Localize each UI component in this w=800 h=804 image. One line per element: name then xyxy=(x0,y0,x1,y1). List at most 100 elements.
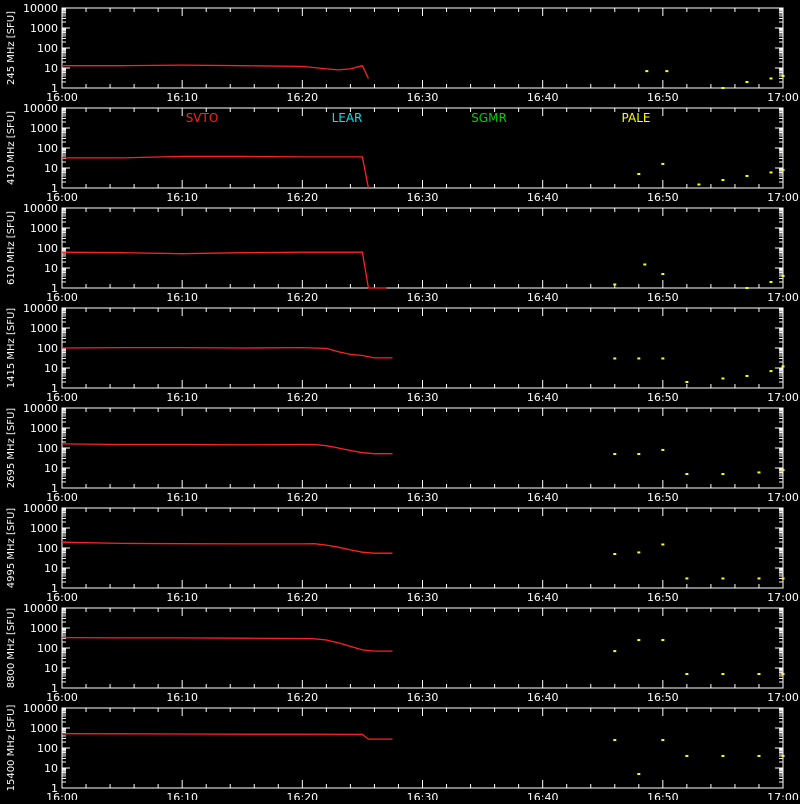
y-axis-label: 15400 MHz [SFU] xyxy=(6,705,17,792)
x-tick-label: 16:20 xyxy=(286,191,318,204)
x-tick-label: 16:30 xyxy=(407,91,439,104)
x-tick-label: 16:00 xyxy=(46,591,78,604)
panel-5: 1 10 100 1000 10000 16:00 16:10 16:20 16:30 16:40… xyxy=(6,402,799,504)
data-point-pale xyxy=(781,754,785,757)
plot-frame xyxy=(61,207,784,289)
x-tick-label: 16:00 xyxy=(46,491,78,504)
data-point-pale xyxy=(745,80,749,83)
data-point-pale xyxy=(637,551,641,554)
x-tick-label: 16:50 xyxy=(647,391,679,404)
y-axis-label: 610 MHz [SFU] xyxy=(6,211,17,285)
x-tick-label: 16:10 xyxy=(166,291,198,304)
y-tick-label: 10000 xyxy=(23,402,58,415)
panel-3: 1 10 100 1000 10000 16:00 16:10 16:20 16:30 16:40… xyxy=(6,202,799,304)
y-tick-label: 10000 xyxy=(23,602,58,615)
data-point-pale xyxy=(721,577,725,580)
data-point-pale xyxy=(661,739,665,742)
data-point-pale xyxy=(661,448,665,451)
x-tick-label: 16:50 xyxy=(647,591,679,604)
x-tick-label: 16:30 xyxy=(407,391,439,404)
data-point-pale xyxy=(721,377,725,380)
x-tick-label: 17:00 xyxy=(767,191,799,204)
x-tick-label: 16:20 xyxy=(286,391,318,404)
y-tick-label: 1000 xyxy=(30,622,58,635)
data-point-pale xyxy=(721,673,725,676)
y-axis-label: 2695 MHz [SFU] xyxy=(6,408,17,489)
plot-frame xyxy=(61,407,784,489)
data-point-pale xyxy=(745,174,749,177)
x-tick-label: 16:00 xyxy=(46,391,78,404)
x-tick-label: 16:00 xyxy=(46,291,78,304)
y-tick-label: 100 xyxy=(37,42,58,55)
y-tick-label: 10 xyxy=(44,362,58,375)
x-tick-label: 16:40 xyxy=(527,591,559,604)
data-point-pale xyxy=(637,453,641,456)
data-point-pale xyxy=(721,473,725,476)
data-point-pale xyxy=(613,453,617,456)
y-tick-label: 10 xyxy=(44,762,58,775)
data-point-pale xyxy=(769,370,773,373)
data-point-pale xyxy=(613,357,617,360)
plot-frame xyxy=(61,707,784,789)
x-tick-label: 16:00 xyxy=(46,791,78,800)
series-line-svto xyxy=(62,155,370,189)
x-tick-label: 16:40 xyxy=(527,491,559,504)
x-tick-label: 17:00 xyxy=(767,591,799,604)
legend-sgmr: SGMR xyxy=(471,111,507,125)
x-tick-label: 16:20 xyxy=(286,591,318,604)
y-tick-label: 10000 xyxy=(23,102,58,115)
y-tick-label: 1000 xyxy=(30,122,58,135)
data-point-pale xyxy=(745,374,749,377)
x-tick-label: 16:40 xyxy=(527,191,559,204)
y-tick-label: 10 xyxy=(44,462,58,475)
data-point-pale xyxy=(661,357,665,360)
x-tick-label: 16:40 xyxy=(527,691,559,704)
y-tick-label: 10 xyxy=(44,62,58,75)
data-point-pale xyxy=(661,543,665,546)
data-point-pale xyxy=(781,168,785,171)
x-tick-label: 16:10 xyxy=(166,591,198,604)
x-tick-label: 16:00 xyxy=(46,91,78,104)
x-tick-label: 16:10 xyxy=(166,91,198,104)
x-tick-label: 17:00 xyxy=(767,691,799,704)
data-point-pale xyxy=(661,639,665,642)
y-tick-label: 10 xyxy=(44,262,58,275)
x-tick-label: 16:40 xyxy=(527,391,559,404)
x-tick-label: 16:20 xyxy=(286,691,318,704)
panel-6: 1 10 100 1000 10000 16:00 16:10 16:20 16:30 16:40… xyxy=(6,502,799,604)
data-point-pale xyxy=(665,70,669,73)
plot-frame xyxy=(61,507,784,589)
plot-frame xyxy=(61,7,784,89)
y-tick-label: 1 xyxy=(51,182,58,195)
data-point-pale xyxy=(685,754,689,757)
y-tick-label: 10 xyxy=(44,662,58,675)
x-tick-label: 16:10 xyxy=(166,191,198,204)
y-axis-label: 410 MHz [SFU] xyxy=(6,111,17,185)
x-tick-label: 16:10 xyxy=(166,791,198,800)
data-point-pale xyxy=(613,739,617,742)
y-tick-label: 100 xyxy=(37,642,58,655)
x-tick-label: 16:50 xyxy=(647,291,679,304)
x-tick-label: 16:50 xyxy=(647,91,679,104)
y-tick-label: 1 xyxy=(51,782,58,795)
x-tick-label: 16:30 xyxy=(407,191,439,204)
data-point-pale xyxy=(745,287,749,289)
y-tick-label: 10000 xyxy=(23,202,58,215)
x-tick-label: 16:20 xyxy=(286,491,318,504)
data-point-pale xyxy=(645,70,649,73)
series-line-svto xyxy=(61,346,393,359)
x-tick-label: 16:10 xyxy=(166,491,198,504)
x-tick-label: 16:10 xyxy=(166,391,198,404)
data-point-pale xyxy=(685,673,689,676)
x-tick-label: 16:10 xyxy=(166,691,198,704)
plot-frame xyxy=(61,107,784,189)
y-tick-label: 1 xyxy=(51,282,58,295)
y-tick-label: 100 xyxy=(37,542,58,555)
y-axis-label: 8800 MHz [SFU] xyxy=(6,608,17,689)
series-line-svto xyxy=(62,64,369,79)
data-point-pale xyxy=(769,280,773,283)
legend-lear: LEAR xyxy=(332,111,363,125)
series-line-svto xyxy=(61,636,393,652)
y-axis-label: 245 MHz [SFU] xyxy=(6,11,17,85)
data-point-pale xyxy=(757,673,761,676)
